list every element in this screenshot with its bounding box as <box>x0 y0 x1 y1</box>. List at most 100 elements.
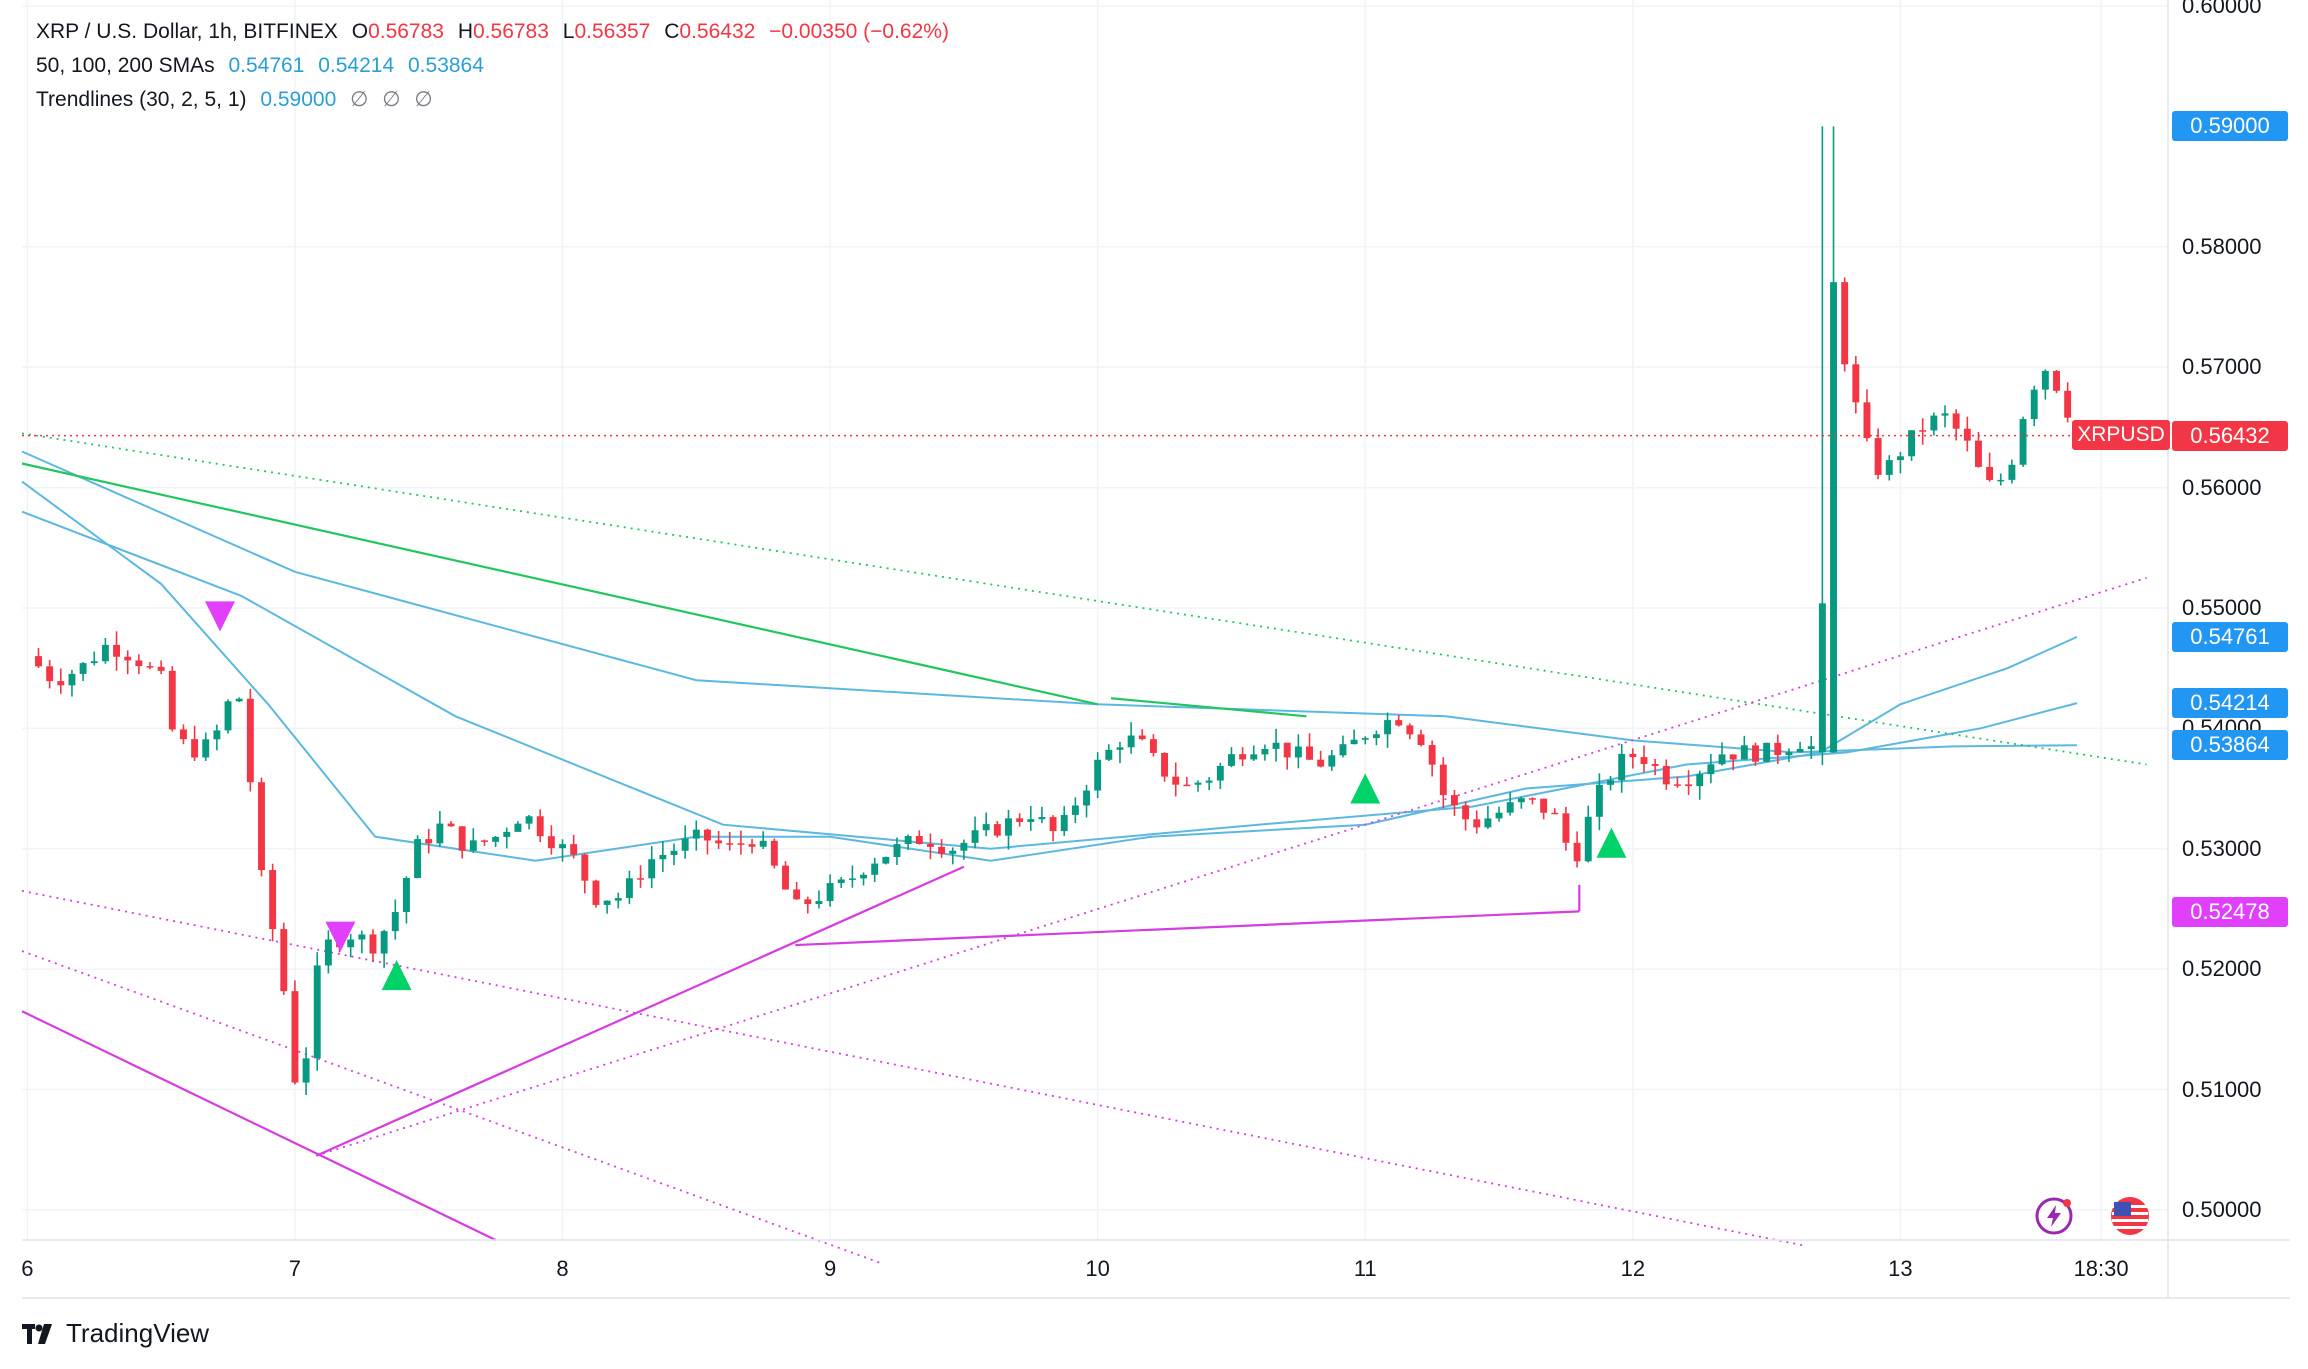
candle[interactable] <box>1116 741 1124 764</box>
candle[interactable] <box>1651 759 1659 776</box>
lightning-icon[interactable] <box>2034 1196 2074 1236</box>
candle[interactable] <box>1339 735 1347 758</box>
candle[interactable] <box>503 827 511 849</box>
candle[interactable] <box>1239 747 1247 767</box>
candle[interactable] <box>1417 729 1425 747</box>
candle[interactable] <box>1529 797 1536 805</box>
candle[interactable] <box>759 831 767 849</box>
candle[interactable] <box>1640 745 1648 773</box>
candle[interactable] <box>1083 784 1090 818</box>
candle[interactable] <box>1774 734 1782 764</box>
candle[interactable] <box>302 1047 310 1095</box>
candle[interactable] <box>1306 733 1313 760</box>
candle[interactable] <box>391 899 399 940</box>
candle[interactable] <box>637 865 645 888</box>
candle[interactable] <box>1473 810 1481 834</box>
candle[interactable] <box>35 648 42 669</box>
candle[interactable] <box>559 839 566 862</box>
candle[interactable] <box>1462 801 1470 831</box>
candle[interactable] <box>492 835 500 847</box>
candle[interactable] <box>1216 762 1224 790</box>
candle[interactable] <box>2041 369 2049 400</box>
candle[interactable] <box>1406 723 1414 740</box>
candle[interactable] <box>1127 722 1135 754</box>
candle[interactable] <box>1395 715 1403 727</box>
candle[interactable] <box>581 853 589 894</box>
candle[interactable] <box>871 857 879 883</box>
candle[interactable] <box>1885 455 1893 481</box>
trend-label[interactable]: Trendlines (30, 2, 5, 1) <box>36 88 247 111</box>
candle[interactable] <box>1986 452 1994 482</box>
candle[interactable] <box>202 732 210 761</box>
candle[interactable] <box>1205 777 1213 791</box>
candle[interactable] <box>960 839 968 860</box>
candle[interactable] <box>1763 742 1771 763</box>
candle[interactable] <box>68 669 76 697</box>
candle[interactable] <box>1005 809 1012 850</box>
candle[interactable] <box>436 811 444 847</box>
candle[interactable] <box>715 831 723 849</box>
candle[interactable] <box>648 846 656 889</box>
candle[interactable] <box>625 870 633 905</box>
candle[interactable] <box>1228 747 1235 768</box>
candle[interactable] <box>1629 748 1637 769</box>
candle[interactable] <box>1952 409 1960 441</box>
candle[interactable] <box>1540 798 1548 820</box>
candle[interactable] <box>213 724 221 751</box>
candle[interactable] <box>1941 405 1949 428</box>
candle[interactable] <box>2030 385 2038 427</box>
candle[interactable] <box>547 825 555 855</box>
candle[interactable] <box>246 688 254 792</box>
candle[interactable] <box>1517 796 1525 809</box>
candle[interactable] <box>1963 416 1971 452</box>
candle[interactable] <box>1506 792 1514 816</box>
candle[interactable] <box>124 650 132 675</box>
candle[interactable] <box>904 834 912 850</box>
candle[interactable] <box>570 834 578 859</box>
candle[interactable] <box>1272 728 1280 762</box>
candle[interactable] <box>737 830 745 855</box>
candle[interactable] <box>380 929 388 968</box>
candle[interactable] <box>882 856 890 865</box>
candle[interactable] <box>458 826 466 859</box>
legend-symbol[interactable]: XRP / U.S. Dollar, 1h, BITFINEX <box>36 20 338 43</box>
candle[interactable] <box>1752 742 1759 766</box>
candle[interactable] <box>1372 730 1380 746</box>
candle[interactable] <box>659 840 667 872</box>
candle[interactable] <box>793 882 801 900</box>
candle[interactable] <box>224 699 232 734</box>
candle[interactable] <box>1439 757 1447 808</box>
candle[interactable] <box>235 697 243 703</box>
candle[interactable] <box>1852 355 1860 414</box>
candle[interactable] <box>1785 748 1793 762</box>
candle[interactable] <box>2064 382 2072 423</box>
candle[interactable] <box>425 828 433 854</box>
candle[interactable] <box>614 892 622 909</box>
candle[interactable] <box>313 952 321 1071</box>
candle[interactable] <box>469 828 477 853</box>
candle[interactable] <box>1562 806 1570 851</box>
candle[interactable] <box>1027 805 1035 831</box>
candle[interactable] <box>1573 831 1581 868</box>
candle[interactable] <box>826 874 834 907</box>
candle[interactable] <box>1718 742 1726 766</box>
candle[interactable] <box>447 821 455 827</box>
candle[interactable] <box>291 980 299 1085</box>
candle[interactable] <box>101 637 109 664</box>
candle[interactable] <box>481 839 488 846</box>
candle[interactable] <box>726 831 734 851</box>
candle[interactable] <box>1830 126 1837 753</box>
candle[interactable] <box>1896 451 1904 474</box>
candle[interactable] <box>1049 815 1057 842</box>
candle[interactable] <box>681 825 689 859</box>
candle[interactable] <box>525 815 533 830</box>
candle[interactable] <box>1908 430 1916 461</box>
candle[interactable] <box>414 835 422 879</box>
candle[interactable] <box>1673 776 1681 788</box>
candle[interactable] <box>1328 749 1336 771</box>
candle[interactable] <box>536 809 544 843</box>
candle[interactable] <box>692 820 700 851</box>
candle[interactable] <box>592 879 600 908</box>
candle[interactable] <box>1685 770 1693 796</box>
candle[interactable] <box>703 828 711 855</box>
